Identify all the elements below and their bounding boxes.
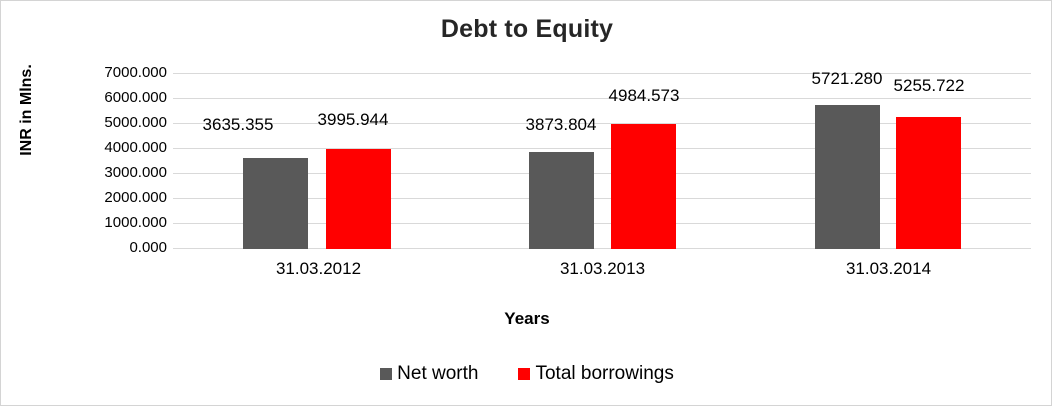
x-tick-label-2012: 31.03.2012 (275, 259, 362, 278)
x-axis-title: Years (504, 309, 550, 328)
legend-swatch-icon (518, 368, 531, 380)
gridline (173, 98, 1031, 99)
gridline (173, 223, 1031, 224)
data-label-total-borrowings-2013: 4984.573 (608, 86, 680, 105)
y-tick-label: 3000.000 (104, 164, 167, 181)
legend-entry-net-worth[interactable]: Net worth (380, 363, 478, 385)
y-tick-label: 1000.000 (104, 214, 167, 231)
legend-label: Total borrowings (535, 363, 674, 384)
plot-area (173, 73, 1031, 249)
gridline (173, 248, 1031, 249)
data-label-net-worth-2013: 3873.804 (525, 115, 597, 134)
bar-total-borrowings-2013[interactable] (611, 123, 676, 249)
legend-label: Net worth (397, 363, 479, 384)
bar-total-borrowings-2012[interactable] (326, 148, 391, 249)
bar-net-worth-2013[interactable] (529, 151, 594, 249)
data-label-total-borrowings-2014: 5255.722 (893, 76, 965, 95)
chart-legend: Net worth Total borrowings (1, 363, 1051, 385)
y-axis-title: INR in Mlns. (18, 64, 35, 156)
y-tick-label: 4000.000 (104, 139, 167, 156)
gridline (173, 123, 1031, 124)
gridline (173, 73, 1031, 74)
bar-total-borrowings-2014[interactable] (896, 116, 961, 249)
y-tick-label: 6000.000 (104, 89, 167, 106)
data-label-total-borrowings-2012: 3995.944 (317, 110, 389, 129)
legend-entry-total-borrowings[interactable]: Total borrowings (518, 363, 674, 385)
y-tick-label: 5000.000 (104, 114, 167, 131)
data-label-net-worth-2014: 5721.280 (811, 69, 883, 88)
chart-title: Debt to Equity (440, 15, 614, 43)
y-tick-label: 7000.000 (104, 64, 167, 81)
bar-net-worth-2012[interactable] (243, 157, 308, 249)
data-label-net-worth-2012: 3635.355 (202, 115, 274, 134)
bar-net-worth-2014[interactable] (815, 105, 880, 249)
gridline (173, 173, 1031, 174)
x-tick-label-2014: 31.03.2014 (845, 259, 932, 278)
legend-swatch-icon (380, 368, 393, 380)
gridline (173, 198, 1031, 199)
x-tick-label-2013: 31.03.2013 (559, 259, 646, 278)
y-tick-label: 0.000 (129, 239, 167, 256)
y-tick-label: 2000.000 (104, 189, 167, 206)
gridline (173, 148, 1031, 149)
